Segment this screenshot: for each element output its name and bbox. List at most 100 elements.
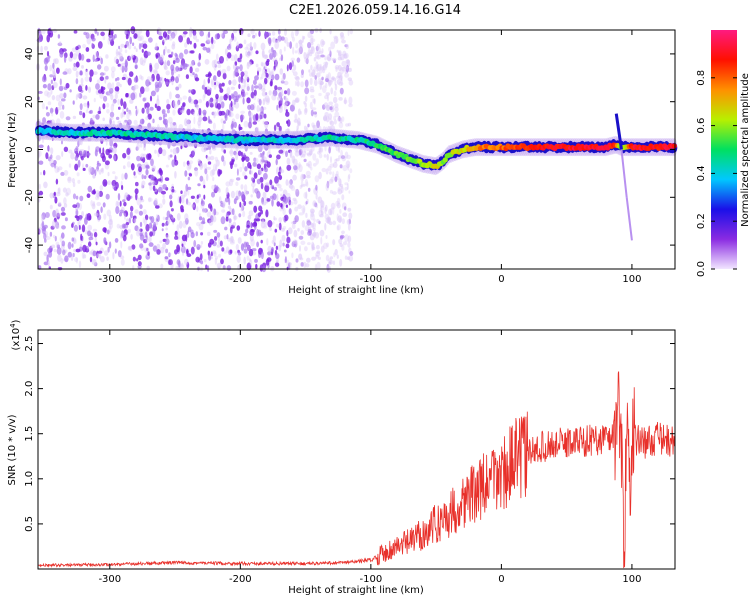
noise-speck bbox=[140, 86, 145, 94]
noise-speck bbox=[122, 234, 127, 242]
noise-speck bbox=[40, 171, 42, 176]
noise-speck bbox=[276, 104, 279, 111]
noise-speck bbox=[51, 112, 54, 117]
noise-speck bbox=[292, 220, 297, 225]
noise-speck bbox=[41, 102, 46, 110]
noise-speck bbox=[310, 94, 315, 99]
snr-x-tick-label: -300 bbox=[98, 574, 121, 585]
noise-speck bbox=[283, 249, 287, 253]
noise-speck bbox=[248, 200, 253, 205]
noise-speck bbox=[65, 116, 71, 121]
noise-speck bbox=[54, 196, 58, 204]
noise-speck bbox=[233, 100, 236, 105]
noise-speck bbox=[348, 103, 353, 108]
noise-speck bbox=[220, 118, 224, 124]
noise-speck bbox=[301, 173, 304, 181]
noise-speck bbox=[254, 258, 258, 263]
noise-speck bbox=[217, 168, 221, 177]
snr-y-axis-title: SNR (10 * v/v) bbox=[7, 414, 18, 485]
noise-speck bbox=[138, 166, 142, 173]
noise-speck bbox=[133, 84, 137, 90]
noise-speck bbox=[181, 197, 185, 204]
snr-frame bbox=[37, 329, 676, 570]
noise-speck bbox=[92, 54, 95, 63]
noise-speck bbox=[237, 150, 242, 157]
noise-speck bbox=[330, 176, 334, 183]
noise-speck bbox=[246, 97, 251, 104]
noise-speck bbox=[75, 94, 78, 101]
noise-speck bbox=[61, 232, 65, 239]
noise-speck bbox=[286, 236, 291, 244]
noise-speck bbox=[252, 161, 257, 167]
noise-speck bbox=[141, 184, 145, 189]
noise-speck bbox=[237, 251, 242, 256]
noise-speck bbox=[329, 120, 335, 126]
noise-speck bbox=[36, 38, 42, 43]
noise-speck bbox=[315, 158, 320, 165]
noise-speck bbox=[80, 77, 84, 85]
noise-speck bbox=[324, 95, 329, 100]
noise-speck bbox=[239, 58, 242, 63]
noise-speck bbox=[276, 122, 280, 128]
noise-speck bbox=[220, 216, 226, 225]
noise-speck bbox=[237, 237, 242, 244]
noise-speck bbox=[105, 54, 109, 59]
noise-speck bbox=[156, 98, 160, 107]
noise-speck bbox=[315, 193, 318, 200]
noise-speck bbox=[260, 221, 266, 229]
noise-speck bbox=[327, 165, 332, 172]
noise-speck bbox=[185, 198, 189, 205]
noise-speck bbox=[47, 247, 52, 254]
noise-speck bbox=[208, 99, 213, 105]
noise-speck bbox=[304, 102, 307, 108]
noise-speck bbox=[102, 117, 105, 122]
noise-speck bbox=[348, 212, 353, 220]
noise-speck bbox=[41, 75, 47, 83]
noise-speck bbox=[59, 51, 64, 58]
noise-speck bbox=[329, 256, 334, 260]
noise-speck bbox=[278, 125, 282, 132]
noise-speck bbox=[238, 190, 242, 197]
noise-speck bbox=[192, 72, 195, 76]
noise-speck bbox=[267, 220, 273, 228]
noise-speck bbox=[306, 220, 312, 226]
noise-speck bbox=[75, 248, 81, 253]
noise-speck bbox=[255, 218, 261, 222]
noise-speck bbox=[325, 115, 330, 123]
colorbar-tick-label: 0.2 bbox=[696, 213, 707, 229]
noise-speck bbox=[241, 156, 246, 162]
noise-speck bbox=[54, 165, 59, 174]
noise-speck bbox=[119, 47, 123, 53]
noise-speck bbox=[212, 176, 215, 182]
noise-speck bbox=[187, 201, 191, 206]
noise-speck bbox=[194, 167, 198, 172]
noise-speck bbox=[246, 86, 250, 91]
noise-speck bbox=[155, 42, 158, 50]
noise-speck bbox=[128, 71, 134, 77]
noise-speck bbox=[169, 194, 173, 200]
noise-speck bbox=[210, 43, 215, 50]
noise-speck bbox=[193, 116, 196, 125]
noise-speck bbox=[164, 222, 169, 227]
noise-speck bbox=[334, 103, 339, 108]
noise-speck bbox=[136, 142, 140, 151]
noise-speck bbox=[103, 65, 109, 72]
noise-speck bbox=[151, 168, 155, 172]
noise-speck bbox=[345, 64, 349, 73]
noise-speck bbox=[248, 121, 252, 129]
noise-speck bbox=[115, 58, 119, 64]
noise-speck bbox=[338, 50, 342, 57]
noise-speck bbox=[255, 113, 259, 121]
noise-speck bbox=[310, 35, 314, 39]
noise-speck bbox=[244, 166, 248, 172]
noise-speck bbox=[303, 36, 306, 40]
noise-speck bbox=[345, 43, 349, 50]
noise-speck bbox=[338, 115, 341, 122]
noise-speck bbox=[334, 176, 338, 183]
noise-speck bbox=[180, 194, 186, 199]
noise-speck bbox=[113, 153, 118, 162]
noise-speck bbox=[64, 255, 69, 263]
noise-speck bbox=[124, 44, 127, 49]
noise-speck bbox=[293, 199, 298, 205]
noise-speck bbox=[139, 143, 143, 148]
